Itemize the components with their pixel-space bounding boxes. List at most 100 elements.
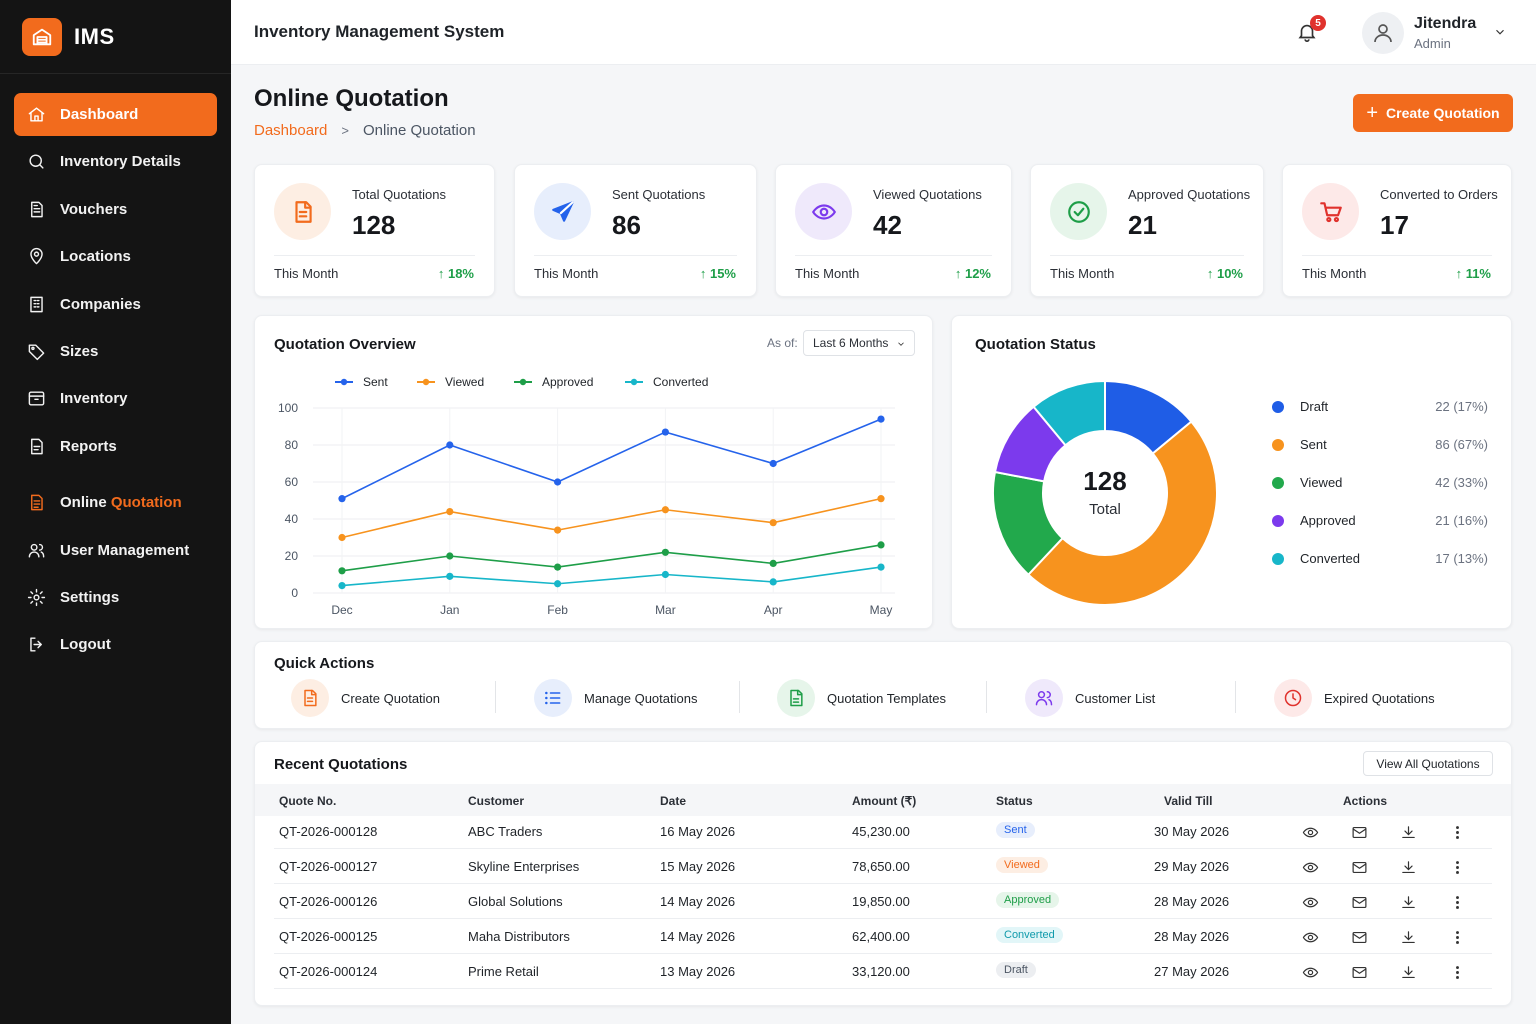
quick-action-expired-quotations[interactable]: Expired Quotations [1274, 678, 1435, 718]
gear-icon [26, 587, 46, 607]
eye-icon[interactable] [1300, 962, 1320, 982]
stat-card-total[interactable]: Total Quotations 128 This Month ↑ 18% [254, 164, 495, 297]
create-quotation-button[interactable]: + Create Quotation [1353, 94, 1513, 132]
user-name[interactable]: Jitendra [1414, 15, 1477, 32]
data-point-converted[interactable] [877, 563, 885, 571]
sidebar-item-logout[interactable]: Logout [14, 623, 217, 666]
clock-icon [1274, 679, 1312, 717]
quick-action-manage-quotations[interactable]: Manage Quotations [534, 678, 697, 718]
cell-valid: 28 May 2026 [1154, 894, 1230, 909]
sidebar-item-inventory-details[interactable]: Inventory Details [14, 140, 217, 183]
data-point-approved[interactable] [446, 552, 454, 560]
data-point-sent[interactable] [877, 415, 885, 423]
data-point-converted[interactable] [554, 580, 562, 588]
eye-icon[interactable] [1300, 927, 1320, 947]
sidebar-item-dashboard[interactable]: Dashboard [14, 93, 217, 136]
download-icon[interactable] [1398, 857, 1418, 877]
x-tick-label: May [870, 603, 893, 617]
data-point-converted[interactable] [446, 572, 454, 580]
data-point-approved[interactable] [338, 567, 346, 575]
chevron-down-icon[interactable] [1493, 25, 1509, 41]
data-point-approved[interactable] [769, 559, 777, 567]
row-divider [274, 918, 1492, 919]
quick-action-customer-list[interactable]: Customer List [1025, 678, 1155, 718]
arrow-up-icon: ↑ [699, 266, 710, 281]
sidebar-item-user-management[interactable]: User Management [14, 529, 217, 572]
data-point-sent[interactable] [661, 428, 669, 436]
data-point-viewed[interactable] [338, 533, 346, 542]
donut-slice-converted[interactable] [1032, 379, 1106, 447]
data-point-viewed[interactable] [446, 508, 454, 516]
eye-icon[interactable] [1300, 857, 1320, 877]
view-all-quotations-button[interactable]: View All Quotations [1363, 751, 1493, 776]
stat-label: Approved Quotations [1128, 187, 1251, 202]
data-point-viewed[interactable] [877, 495, 885, 503]
avatar[interactable] [1362, 12, 1404, 54]
more-vertical-icon[interactable] [1447, 892, 1467, 912]
quick-action-label: Quotation Templates [827, 690, 946, 706]
data-point-converted[interactable] [661, 570, 669, 579]
stat-card-approved[interactable]: Approved Quotations 21 This Month ↑ 10% [1030, 164, 1264, 297]
data-point-viewed[interactable] [769, 519, 777, 527]
table-row[interactable]: QT-2026-000124 Prime Retail 13 May 2026 33,… [255, 954, 1511, 989]
stat-card-viewed[interactable]: Viewed Quotations 42 This Month ↑ 12% [775, 164, 1012, 297]
sidebar-item-settings[interactable]: Settings [14, 576, 217, 619]
mail-icon[interactable] [1349, 927, 1369, 947]
download-icon[interactable] [1398, 962, 1418, 982]
paper-plane-icon [534, 183, 591, 240]
mail-icon[interactable] [1349, 962, 1369, 982]
data-point-approved[interactable] [877, 541, 885, 549]
more-vertical-icon[interactable] [1447, 927, 1467, 947]
sidebar-item-inventory[interactable]: Inventory [14, 377, 217, 420]
stat-card-sent[interactable]: Sent Quotations 86 This Month ↑ 15% [514, 164, 757, 297]
download-icon[interactable] [1398, 822, 1418, 842]
data-point-converted[interactable] [769, 578, 777, 586]
sidebar-item-label: Logout [60, 636, 111, 654]
stat-period: This Month [534, 266, 599, 281]
data-point-viewed[interactable] [554, 526, 562, 534]
table-row[interactable]: QT-2026-000125 Maha Distributors 14 May 20… [255, 919, 1511, 954]
mail-icon[interactable] [1349, 857, 1369, 877]
data-point-sent[interactable] [338, 495, 346, 503]
stat-card-converted[interactable]: Converted to Orders 17 This Month ↑ 11% [1282, 164, 1512, 297]
data-point-viewed[interactable] [661, 506, 669, 514]
quick-action-quotation-templates[interactable]: Quotation Templates [777, 678, 946, 718]
quick-action-create-quotation[interactable]: Create Quotation [291, 678, 440, 718]
bell-icon[interactable] [1296, 21, 1320, 45]
data-point-converted[interactable] [338, 582, 346, 590]
table-row[interactable]: QT-2026-000126 Global Solutions 14 May 202… [255, 884, 1511, 919]
data-point-sent[interactable] [554, 478, 562, 486]
recent-quotations-card: Recent Quotations View All Quotations Qu… [254, 741, 1512, 1006]
sidebar-item-locations[interactable]: Locations [14, 235, 217, 278]
data-point-approved[interactable] [554, 563, 562, 571]
breadcrumb-link-dashboard[interactable]: Dashboard [254, 122, 328, 139]
data-point-sent[interactable] [769, 459, 777, 468]
sidebar-item-companies[interactable]: Companies [14, 283, 217, 326]
cell-quote: QT-2026-000128 [279, 824, 378, 839]
sidebar-item-online-quotation[interactable]: Online Quotation [14, 481, 217, 524]
more-vertical-icon[interactable] [1447, 857, 1467, 877]
mail-icon[interactable] [1349, 892, 1369, 912]
stat-value: 21 [1128, 210, 1157, 240]
data-point-sent[interactable] [446, 441, 454, 449]
sidebar-item-vouchers[interactable]: Vouchers [14, 188, 217, 231]
more-vertical-icon[interactable] [1447, 822, 1467, 842]
table-row[interactable]: QT-2026-000128 ABC Traders 16 May 2026 45,2… [255, 814, 1511, 849]
donut-slice-sent[interactable] [1026, 420, 1218, 606]
cell-date: 14 May 2026 [660, 894, 736, 909]
legend-label: Sent [363, 375, 388, 389]
download-icon[interactable] [1398, 892, 1418, 912]
download-icon[interactable] [1398, 927, 1418, 947]
mail-icon[interactable] [1349, 822, 1369, 842]
eye-icon[interactable] [1300, 822, 1320, 842]
legend-item-draft: Draft 22 (17%) [1272, 397, 1488, 417]
sidebar-item-sizes[interactable]: Sizes [14, 330, 217, 373]
x-tick-label: Feb [547, 603, 568, 617]
period-select[interactable]: Last 6 Months [803, 330, 915, 356]
sidebar-item-reports[interactable]: Reports [14, 425, 217, 468]
table-row[interactable]: QT-2026-000127 Skyline Enterprises 15 May … [255, 849, 1511, 884]
x-tick-label: Jan [440, 603, 459, 617]
eye-icon[interactable] [1300, 892, 1320, 912]
more-vertical-icon[interactable] [1447, 962, 1467, 982]
data-point-approved[interactable] [661, 548, 669, 556]
